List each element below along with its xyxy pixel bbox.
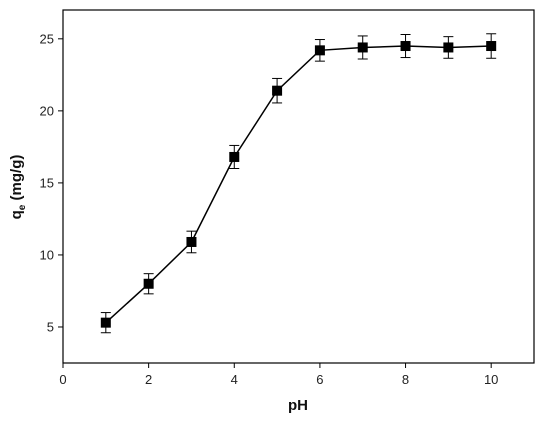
- data-point: [229, 151, 240, 162]
- series-layer: [100, 33, 497, 334]
- y-axis-title-main: q: [8, 210, 25, 219]
- y-tick-label: 20: [40, 103, 54, 118]
- y-axis-title-sub: e: [17, 204, 28, 210]
- x-tick-label: 10: [484, 372, 498, 387]
- y-tick-label: 10: [40, 247, 54, 262]
- x-tick-label: 2: [145, 372, 152, 387]
- y-axis-title-unit: (mg/g): [8, 155, 25, 205]
- x-tick-label: 8: [402, 372, 409, 387]
- x-tick-label: 4: [231, 372, 238, 387]
- data-point: [357, 42, 368, 53]
- data-point: [143, 278, 154, 289]
- data-point: [443, 42, 454, 53]
- y-tick-label: 5: [47, 319, 54, 334]
- y-axis-title: qe (mg/g): [8, 155, 28, 220]
- plot-frame: [62, 9, 535, 364]
- data-point: [400, 41, 411, 52]
- data-point: [314, 45, 325, 56]
- data-point: [486, 41, 497, 52]
- x-tick-label: 0: [59, 372, 66, 387]
- y-tick-label: 25: [40, 31, 54, 46]
- data-point: [186, 236, 197, 247]
- data-point: [272, 85, 283, 96]
- y-tick-label: 15: [40, 175, 54, 190]
- series-line: [105, 45, 492, 324]
- data-point: [100, 317, 111, 328]
- y-axis-ticks: 5 10 15 20 25: [40, 31, 63, 334]
- x-axis-ticks: 0 2 4 6 8 10: [59, 363, 498, 387]
- x-tick-label: 6: [316, 372, 323, 387]
- x-axis-title: pH: [288, 397, 308, 414]
